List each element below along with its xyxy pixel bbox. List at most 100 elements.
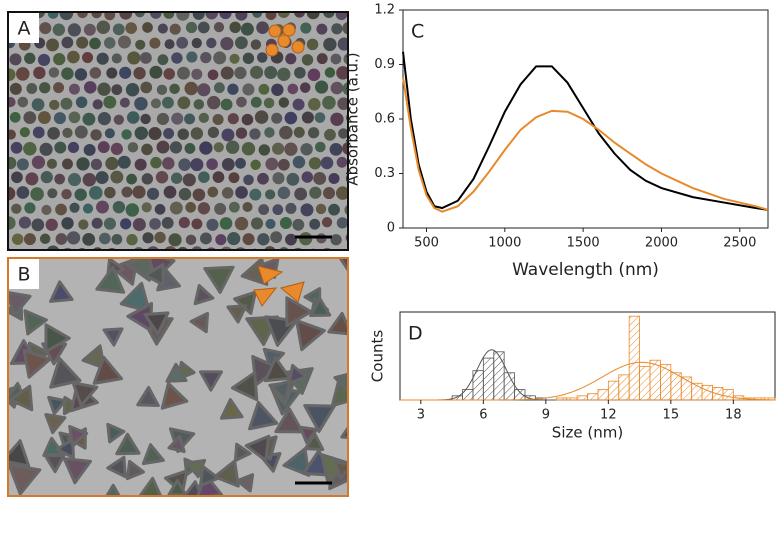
particle [241,113,254,126]
x-tick-label: 9 [542,408,550,423]
particle [225,140,240,154]
particle [284,142,298,156]
particle [256,52,268,63]
particle [83,23,96,36]
particle [294,66,306,79]
particle [41,204,52,216]
particle [277,12,290,19]
particle [207,69,219,81]
particle [342,21,348,35]
particle [139,52,152,64]
particle [68,111,81,124]
particle [184,143,196,154]
particle [192,188,206,202]
particle [150,12,162,19]
particle [314,112,326,123]
particle [134,96,148,111]
particle [156,112,170,126]
particle [298,425,319,445]
particle [307,98,321,111]
particle [300,22,312,34]
particle [258,144,271,156]
particle [219,217,233,230]
particle [157,54,169,66]
particle [264,246,276,250]
particle [46,38,60,52]
particle [54,173,65,185]
particle [306,12,320,20]
particle [52,23,66,36]
particle [11,203,22,214]
hist-bar [670,372,682,401]
plot-frame [399,311,776,401]
panel-label: A [18,18,31,40]
particle [132,218,146,232]
particle [48,67,60,78]
particle [37,111,51,124]
particle [327,311,348,336]
hist-bar [618,374,630,401]
particle [248,400,279,431]
particle [119,12,133,20]
particle [178,217,190,229]
particle [155,171,169,184]
particle [303,403,336,433]
particle [149,218,161,230]
particle [106,455,127,479]
particle [156,84,168,95]
particle [163,12,175,19]
particle [190,127,204,140]
particle [301,171,314,183]
y-tick-label: 0.9 [374,57,395,72]
particle [265,189,276,200]
particle [23,309,48,336]
particle [126,173,138,185]
particle [301,111,314,124]
particle [39,142,53,156]
particle [236,96,247,108]
particle [338,128,348,139]
particle [282,447,311,477]
particle [126,111,140,124]
triangle-icon [253,265,305,307]
particle [149,37,161,49]
particle [263,356,292,383]
particle [33,66,46,80]
particle [119,281,151,313]
hist-bar [660,363,672,401]
particle [22,348,52,379]
particle [226,304,248,324]
particle [271,112,283,124]
particle [338,258,348,273]
particle [193,284,215,306]
particle [234,66,247,80]
y-tick-label: 0 [387,221,395,236]
particle [333,460,348,480]
particle [24,202,36,214]
particle [337,37,348,51]
particle [78,219,89,230]
particle [161,217,174,229]
particle [59,12,74,21]
particle [90,129,102,141]
particle [9,82,22,95]
particle [156,140,170,154]
particle [328,203,340,216]
particle [82,112,96,126]
particle [292,155,306,169]
hist-bar [607,380,620,401]
particle [133,67,146,80]
particle [335,12,348,21]
particle [164,39,175,50]
particle [335,186,348,200]
particle [150,156,162,169]
particle [142,22,153,33]
particle [8,68,16,81]
particle [193,99,205,110]
particle [8,129,16,140]
particle [285,233,297,246]
particle [160,381,189,410]
particle [258,83,270,95]
particle [47,188,58,199]
particle [61,36,74,49]
